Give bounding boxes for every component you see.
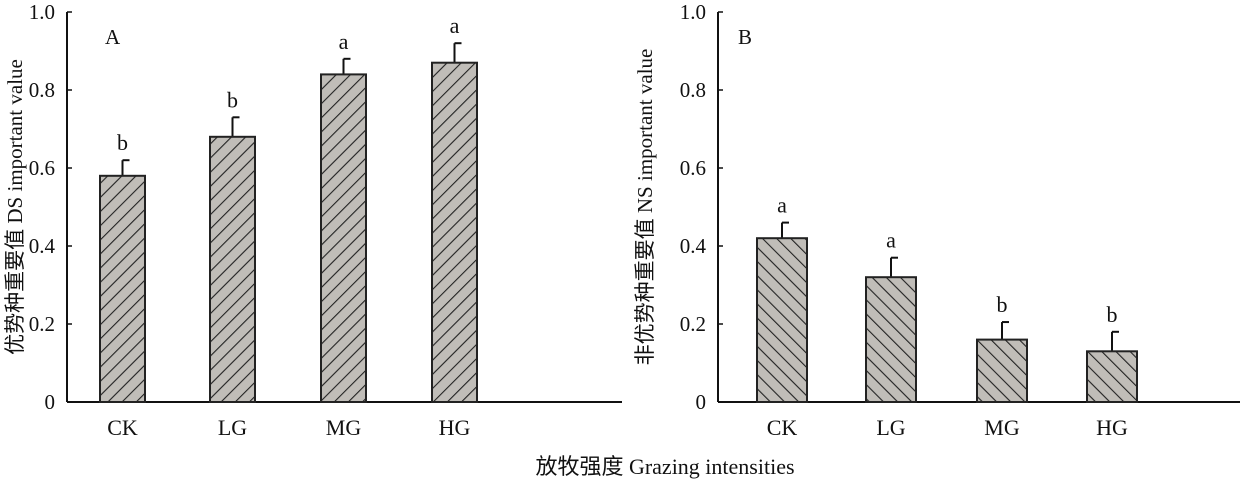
y-tick-label: 0.4 (680, 234, 707, 258)
category-label: HG (1096, 415, 1128, 440)
bar-LG (865, 276, 917, 404)
significance-label: a (339, 29, 349, 54)
significance-label: a (450, 13, 460, 38)
y-tick-label: 0.8 (680, 78, 706, 102)
panel-A: 0 0.2 0.4 0.6 0.8 1.0 b CK b LG a MG a HG A 优势种重要值 DS i… (3, 0, 622, 440)
category-label: LG (218, 415, 247, 440)
y-axis-label: 非优势种重要值 NS important value (633, 49, 657, 366)
significance-label: b (997, 292, 1008, 317)
bar-MG (320, 73, 367, 404)
category-label: CK (107, 415, 138, 440)
y-tick-label: 0.2 (29, 312, 55, 336)
panel-label: B (738, 25, 752, 49)
bar-LG (209, 135, 256, 404)
y-tick-label: 0.2 (680, 312, 706, 336)
category-label: MG (984, 415, 1020, 440)
bar-HG (431, 61, 478, 403)
bar-CK (99, 174, 146, 403)
bar-CK (756, 237, 808, 403)
y-tick-label: 0.8 (29, 78, 55, 102)
significance-label: b (1107, 302, 1118, 327)
significance-label: a (777, 193, 787, 218)
y-tick-label: 0.6 (29, 156, 55, 180)
bar-MG (976, 338, 1028, 404)
category-label: HG (439, 415, 471, 440)
significance-label: b (117, 130, 128, 155)
panel-label: A (105, 25, 121, 49)
bar-HG (1086, 350, 1138, 403)
y-tick-label: 0 (696, 390, 707, 414)
x-axis-label: 放牧强度 Grazing intensities (535, 454, 794, 479)
y-axis-label: 优势种重要值 DS important value (3, 59, 27, 355)
y-tick-label: 1.0 (29, 0, 55, 24)
panel-B: 0 0.2 0.4 0.6 0.8 1.0 a CK a LG b MG b HG B 非优势种重要值 NS … (633, 0, 1240, 440)
category-label: MG (326, 415, 362, 440)
y-tick-label: 0.4 (29, 234, 56, 258)
y-tick-label: 1.0 (680, 0, 706, 24)
category-label: CK (767, 415, 798, 440)
category-label: LG (876, 415, 905, 440)
significance-label: a (886, 228, 896, 253)
y-tick-label: 0.6 (680, 156, 706, 180)
y-tick-label: 0 (45, 390, 56, 414)
significance-label: b (227, 87, 238, 112)
